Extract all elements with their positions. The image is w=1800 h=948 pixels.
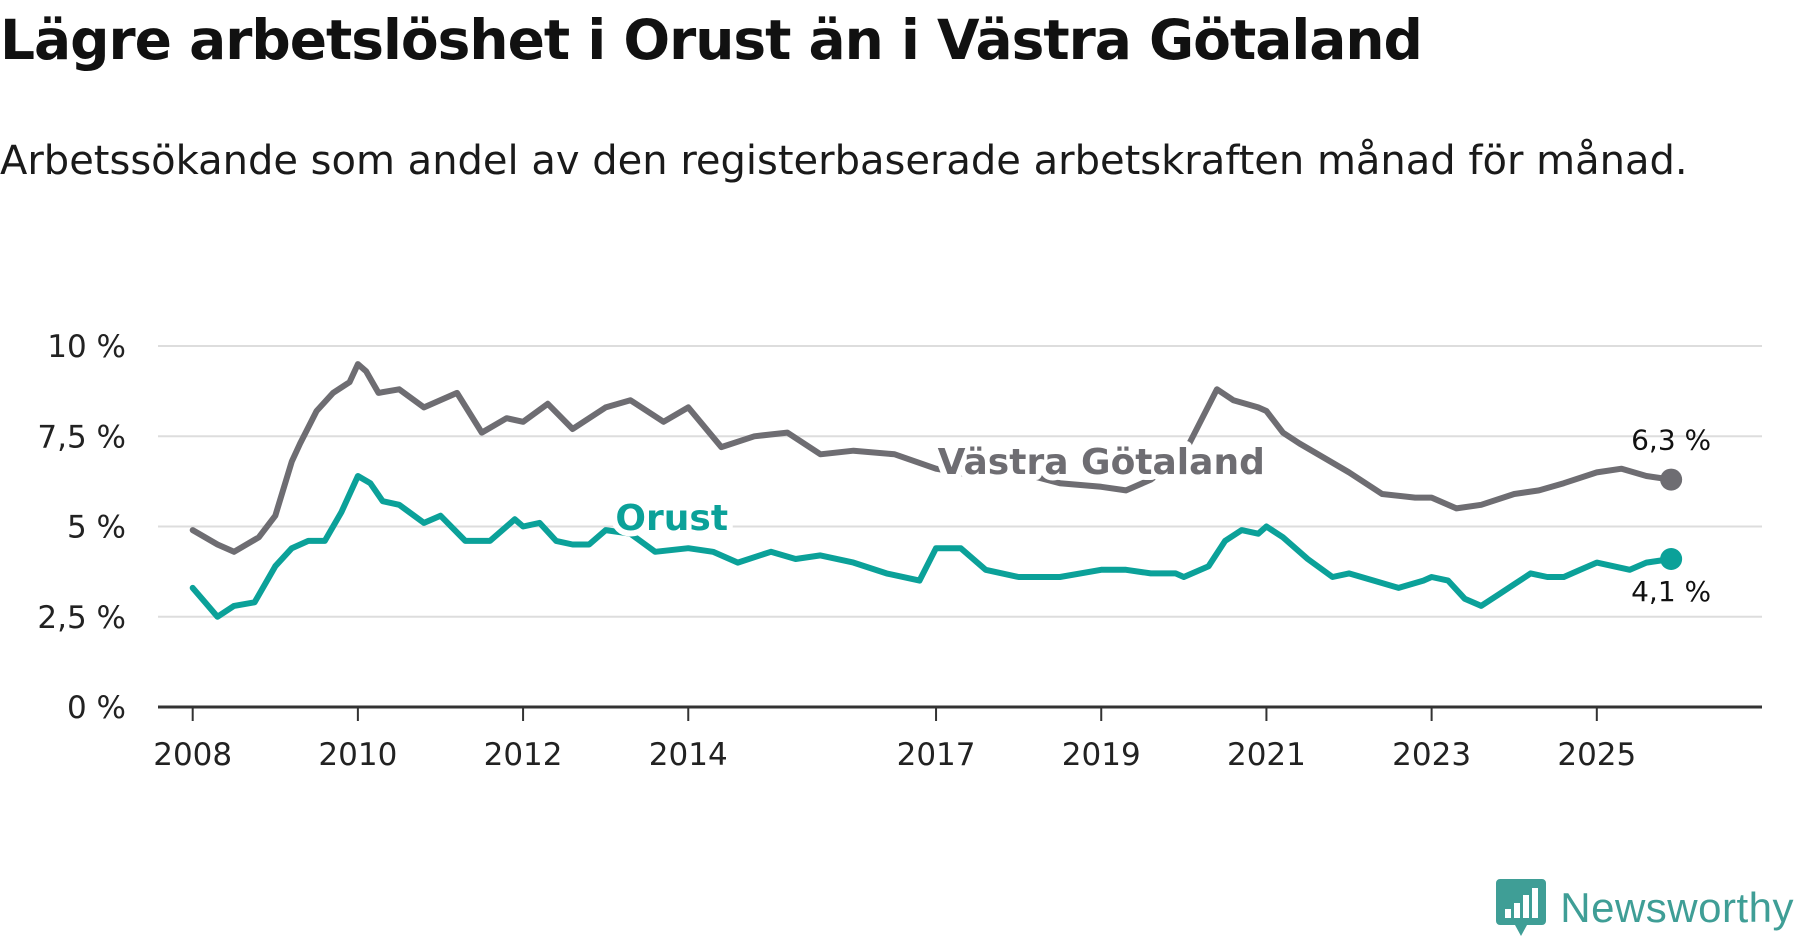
series-line-vastra (189, 361, 1675, 555)
chart-title: Lägre arbetslöshet i Orust än i Västra G… (0, 8, 1423, 72)
series-label-vastra: Västra Götaland (938, 442, 1265, 483)
y-tick-label: 10 % (47, 329, 126, 365)
series-label-orust: Orust (615, 498, 728, 539)
x-tick-label: 2010 (318, 737, 397, 773)
end-value-label-vastra: 6,3 % (1631, 424, 1711, 457)
x-tick-label: 2017 (897, 737, 976, 773)
newsworthy-logo-icon (1496, 879, 1547, 936)
x-tick-label: 2014 (649, 737, 728, 773)
x-axis: 2008 2010 2012 2014 2017 2019 2021 2023 2025 (153, 705, 1762, 773)
x-tick-label: 2019 (1062, 737, 1141, 773)
y-tick-label: 2,5 % (37, 600, 126, 636)
series-label-halo-vastra: Västra Götaland (938, 442, 1265, 483)
end-point-vastra (1660, 468, 1683, 491)
brand-name: Newsworthy (1560, 884, 1794, 931)
series-lines (189, 361, 1683, 620)
y-tick-label: 7,5 % (37, 419, 126, 455)
series-line-orust (189, 473, 1675, 620)
x-tick-label: 2012 (484, 737, 563, 773)
x-tick-label: 2008 (153, 737, 232, 773)
series-label-halo-orust: Orust (615, 498, 728, 539)
y-tick-label: 5 % (67, 510, 126, 546)
x-tick-label: 2021 (1227, 737, 1306, 773)
gridlines (158, 345, 1762, 618)
y-tick-label: 0 % (67, 690, 126, 726)
end-point-orust (1660, 547, 1683, 570)
x-tick-label: 2023 (1392, 737, 1471, 773)
y-axis: 0 % 2,5 % 5 % 7,5 % 10 % (37, 329, 126, 726)
end-value-label-orust: 4,1 % (1631, 575, 1711, 608)
chart-subtitle: Arbetssökande som andel av den registerb… (0, 138, 1688, 184)
x-tick-label: 2025 (1557, 737, 1636, 773)
newsworthy-brand: Newsworthy (1496, 878, 1794, 938)
